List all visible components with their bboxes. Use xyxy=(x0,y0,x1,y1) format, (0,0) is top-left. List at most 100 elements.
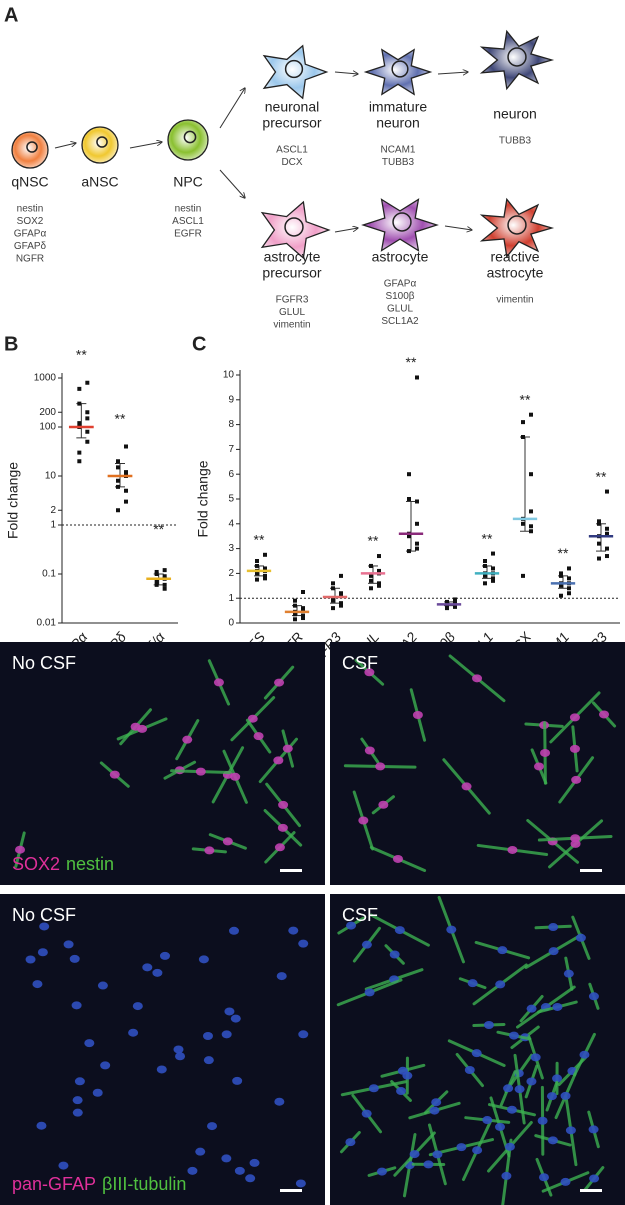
nucleus xyxy=(552,1002,563,1011)
cell xyxy=(479,29,555,91)
data-point xyxy=(559,583,563,588)
nucleus xyxy=(249,1158,260,1167)
nucleus xyxy=(25,955,36,964)
data-point xyxy=(597,541,601,546)
nucleus xyxy=(569,744,580,753)
nucleus xyxy=(69,954,80,963)
nucleus xyxy=(36,1121,47,1130)
nucleus xyxy=(514,1085,525,1094)
data-point xyxy=(124,470,128,475)
data-point xyxy=(85,439,90,444)
nucleus xyxy=(96,136,108,148)
panel-label: B xyxy=(4,333,18,355)
nucleus xyxy=(494,1122,505,1131)
nucleus xyxy=(39,922,50,931)
nucleus xyxy=(58,1161,69,1170)
data-point xyxy=(77,450,82,455)
nucleus xyxy=(497,946,508,955)
nucleus xyxy=(547,1136,558,1145)
data-point xyxy=(162,582,167,587)
nucleus xyxy=(295,1179,306,1188)
nucleus xyxy=(187,1166,198,1175)
data-point xyxy=(377,568,381,573)
nucleus xyxy=(130,722,141,731)
y-tick-label: 100 xyxy=(39,422,56,433)
micrograph xyxy=(0,642,325,885)
nucleus xyxy=(526,1077,537,1086)
nucleus xyxy=(284,217,304,237)
nucleus xyxy=(276,972,287,981)
nucleus xyxy=(501,1171,512,1180)
nucleus xyxy=(538,1173,549,1182)
data-point xyxy=(529,529,533,534)
marker-label: GFAPδ xyxy=(14,241,47,252)
nucleus xyxy=(203,1056,214,1065)
nucleus xyxy=(282,744,293,753)
nucleus xyxy=(274,678,285,687)
data-point xyxy=(521,435,525,439)
y-tick-label: 200 xyxy=(39,407,56,418)
nucleus xyxy=(159,951,170,960)
significance: ** xyxy=(596,468,607,484)
data-point xyxy=(339,601,343,606)
nucleus xyxy=(507,215,527,235)
data-point xyxy=(605,489,609,494)
node-label: astrocyte xyxy=(372,249,429,265)
nucleus xyxy=(361,940,372,949)
nucleus xyxy=(570,834,581,843)
condition-label: CSF xyxy=(342,653,378,673)
nucleus xyxy=(368,1084,379,1093)
nucleus xyxy=(195,1147,206,1156)
data-point xyxy=(154,569,159,574)
significance: ** xyxy=(368,533,379,549)
y-tick-label: 10 xyxy=(223,370,235,381)
marker-label: NCAM1 xyxy=(380,145,415,156)
nucleus xyxy=(109,770,120,779)
node-label: neuronal xyxy=(265,99,320,115)
marker-label: ASCL1 xyxy=(172,216,204,227)
data-point xyxy=(415,499,419,504)
y-axis-label: Fold change xyxy=(5,462,21,539)
data-point xyxy=(301,616,305,621)
nucleus xyxy=(204,846,215,855)
data-point xyxy=(339,603,343,608)
node-label: immature xyxy=(369,99,428,115)
data-point xyxy=(559,571,563,576)
nucleus xyxy=(560,1091,571,1100)
data-point xyxy=(483,573,487,578)
nucleus xyxy=(446,925,457,934)
data-point xyxy=(377,583,381,588)
data-point xyxy=(491,578,495,583)
cell xyxy=(361,198,439,252)
marker-label: GLUL xyxy=(387,304,414,315)
y-tick-label: 3 xyxy=(228,543,234,554)
panel-label: C xyxy=(192,333,206,355)
nucleus xyxy=(15,845,26,854)
data-point xyxy=(521,573,525,578)
nucleus xyxy=(461,782,472,791)
data-point xyxy=(529,412,533,417)
nucleus xyxy=(345,1138,356,1147)
nucleus xyxy=(571,775,582,784)
y-tick-label: 7 xyxy=(228,444,234,455)
data-point xyxy=(597,519,601,524)
nucleus xyxy=(471,1049,482,1058)
nucleus xyxy=(274,1097,285,1106)
nucleus xyxy=(84,1039,95,1048)
nucleus xyxy=(100,1061,111,1070)
nucleus xyxy=(394,926,405,935)
nucleus xyxy=(71,1001,82,1010)
y-tick-label: 2 xyxy=(228,568,234,579)
data-point xyxy=(597,521,601,526)
data-point xyxy=(369,578,373,583)
node-label: precursor xyxy=(262,265,321,281)
data-point xyxy=(154,572,159,576)
nucleus xyxy=(234,1166,245,1175)
data-point xyxy=(605,526,609,531)
node-label: neuron xyxy=(493,106,537,122)
scale-bar xyxy=(280,869,302,872)
arrows xyxy=(54,72,472,232)
y-tick-label: 10 xyxy=(45,471,57,482)
data-point xyxy=(162,574,167,579)
